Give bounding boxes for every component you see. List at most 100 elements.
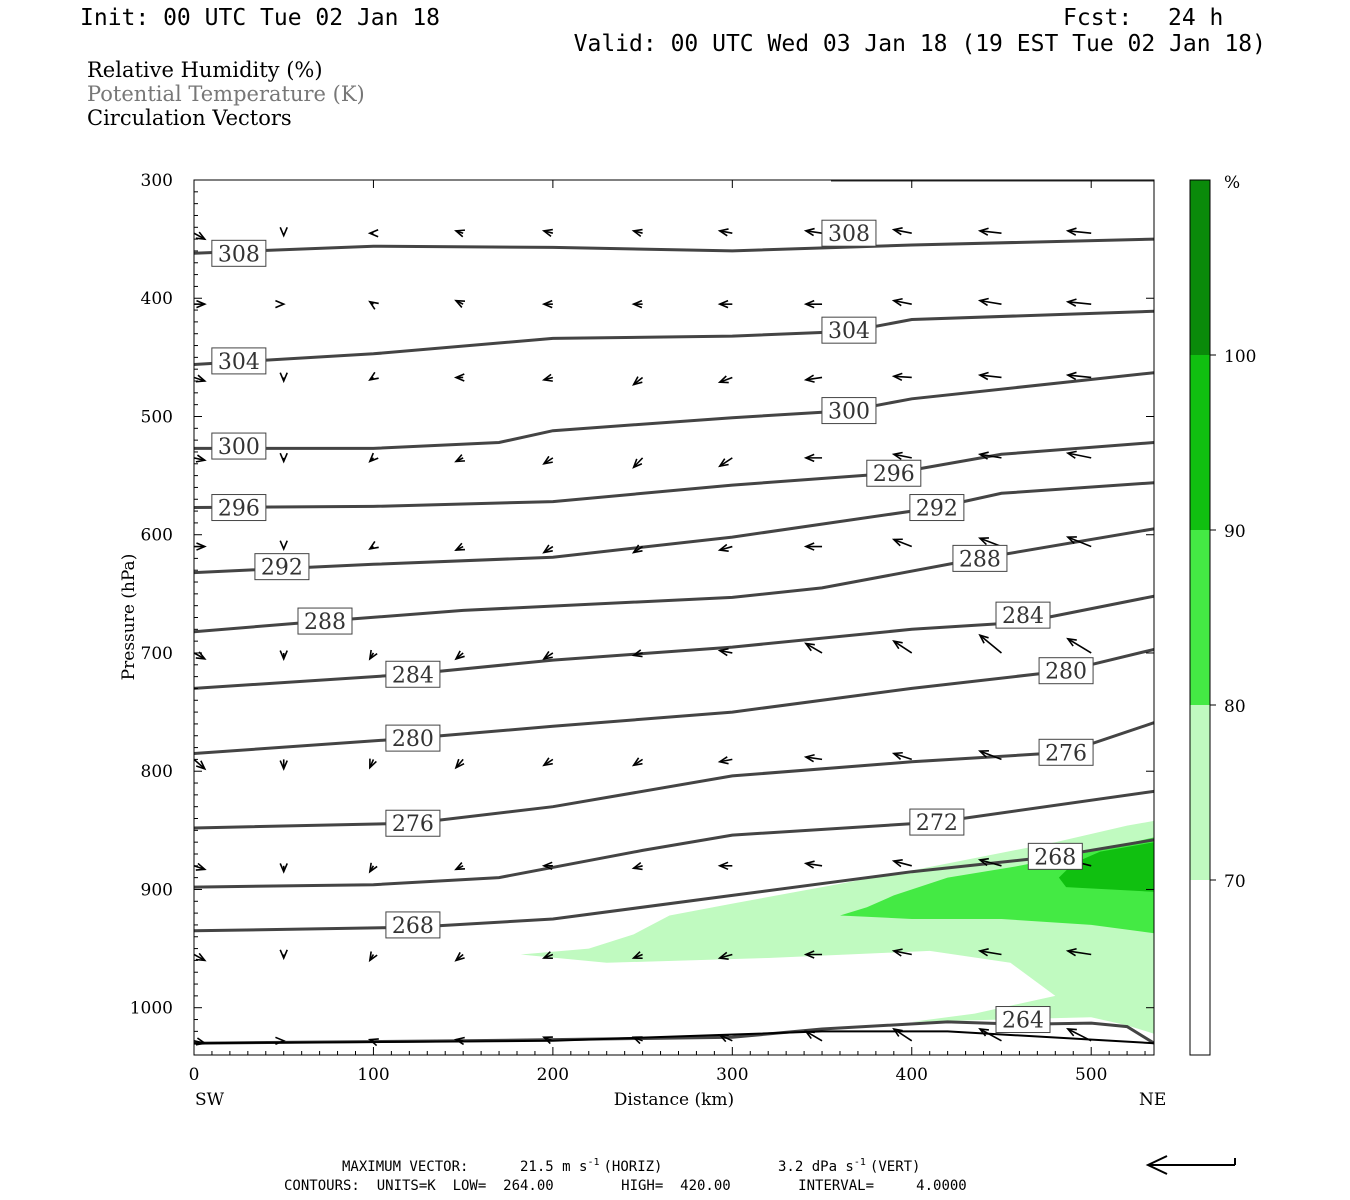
circulation-vectors	[194, 226, 1092, 1047]
vector-arrow	[717, 299, 733, 309]
vector-arrow	[803, 453, 823, 463]
vector-arrow	[275, 1036, 286, 1046]
x-tick-label: 100	[357, 1065, 389, 1085]
field-vectors-title: Circulation Vectors	[87, 106, 292, 130]
svg-text:292: 292	[261, 556, 303, 581]
vector-arrow	[368, 300, 379, 310]
vector-arrow	[891, 859, 912, 868]
vector-arrow	[977, 227, 1002, 236]
vector-arrow	[279, 540, 288, 551]
colorbar: 100 90 80 70	[1189, 179, 1256, 1056]
vector-arrow	[892, 640, 913, 654]
svg-text:288: 288	[959, 547, 1001, 572]
vector-arrow	[892, 1027, 913, 1042]
contour-label-272: 272	[909, 808, 965, 836]
vector-arrow	[632, 457, 644, 469]
contour-label-280: 280	[385, 724, 441, 752]
max-vector-vert: 3.2 dPa s	[778, 1159, 854, 1175]
contour-labels: 3083083043043003002962962922922882882842…	[211, 219, 1094, 1034]
forecast-hour: 24 h	[1168, 5, 1223, 31]
vector-arrow	[541, 228, 554, 237]
y-tick-label: 800	[141, 762, 173, 782]
svg-text:300: 300	[218, 435, 260, 460]
vector-arrow	[803, 753, 823, 763]
vector-arrow	[541, 373, 554, 382]
contour-label-292: 292	[254, 553, 310, 581]
contour-label-308: 308	[821, 219, 877, 247]
x-tick-label: 0	[189, 1065, 200, 1085]
vector-arrow	[279, 863, 288, 874]
theta-contour-304	[194, 309, 1154, 366]
svg-text:288: 288	[304, 610, 346, 635]
vector-arrow	[977, 948, 1002, 957]
vector-arrow	[718, 457, 733, 468]
vector-arrow	[453, 1036, 465, 1046]
colorbar-label: 70	[1224, 872, 1246, 892]
vector-arrow	[803, 860, 823, 869]
rh-region-90	[1058, 842, 1154, 892]
svg-text:304: 304	[828, 319, 870, 344]
vector-arrow	[631, 649, 643, 658]
y-tick-label: 700	[141, 644, 173, 664]
y-tick-label: 900	[141, 880, 173, 900]
field-rh-title: Relative Humidity (%)	[87, 58, 323, 82]
vector-arrow	[454, 862, 466, 871]
vector-arrow	[891, 297, 912, 307]
vector-arrow	[194, 758, 207, 771]
x-endpoint-sw: SW	[195, 1090, 225, 1110]
svg-text:292: 292	[916, 497, 958, 522]
vector-arrow	[717, 861, 733, 871]
init-time: Init: 00 UTC Tue 02 Jan 18	[80, 5, 440, 31]
vector-arrow	[632, 376, 644, 386]
vector-arrow	[1065, 227, 1092, 236]
contour-label-268: 268	[1027, 842, 1083, 870]
forecast-label: Fcst:	[1063, 5, 1132, 31]
colorbar-unit: %	[1224, 173, 1240, 193]
vector-arrow	[368, 649, 378, 661]
contour-label-308: 308	[211, 239, 267, 267]
vector-arrow	[454, 758, 465, 770]
valid-time: Valid: 00 UTC Wed 03 Jan 18 (19 EST Tue …	[574, 31, 1266, 57]
vector-arrow	[194, 454, 207, 463]
vector-arrow	[891, 538, 913, 548]
contour-label-276: 276	[1038, 738, 1094, 766]
x-tick-label: 500	[1075, 1065, 1107, 1085]
vector-arrow	[194, 299, 207, 309]
vector-arrow	[717, 951, 733, 960]
vector-arrow	[367, 228, 379, 238]
vector-arrow	[1065, 947, 1092, 957]
vector-arrow	[1066, 637, 1092, 654]
vector-arrow	[891, 751, 913, 761]
contour-label-268: 268	[385, 911, 441, 939]
vector-arrow	[194, 862, 207, 871]
svg-text:300: 300	[828, 400, 870, 425]
vector-arrow	[279, 372, 288, 384]
vector-arrow	[369, 758, 377, 770]
vector-arrow	[194, 952, 207, 962]
vector-arrow	[977, 371, 1002, 381]
vector-arrow	[454, 952, 465, 962]
y-tick-label: 500	[141, 407, 173, 427]
svg-text:276: 276	[392, 812, 434, 837]
svg-text:296: 296	[873, 462, 915, 487]
contour-label-304: 304	[211, 347, 267, 375]
vector-arrow	[803, 227, 823, 237]
vector-arrow	[275, 299, 286, 309]
vector-arrow	[631, 544, 644, 554]
contour-label-276: 276	[385, 809, 441, 837]
vector-arrow	[541, 1036, 554, 1045]
svg-text:284: 284	[1002, 604, 1044, 629]
x-axis: 0 100 200 300 400 500	[189, 180, 1146, 1085]
max-vector-text: MAXIMUM VECTOR: 21.5 m s-1 (HORIZ) 3.2 dP…	[342, 1157, 920, 1175]
vector-arrow	[454, 542, 466, 552]
y-axis-title: Pressure (hPa)	[119, 554, 139, 681]
reference-vector-arrow	[1145, 1155, 1236, 1175]
max-vector-horiz: 21.5 m s	[520, 1159, 587, 1175]
vector-arrow	[542, 544, 554, 554]
vector-arrow	[803, 542, 823, 551]
vector-arrow	[368, 540, 379, 551]
vector-arrow	[454, 454, 466, 463]
vector-arrow	[541, 951, 554, 960]
colorbar-frame	[1189, 179, 1211, 1056]
vector-arrow	[279, 949, 288, 961]
